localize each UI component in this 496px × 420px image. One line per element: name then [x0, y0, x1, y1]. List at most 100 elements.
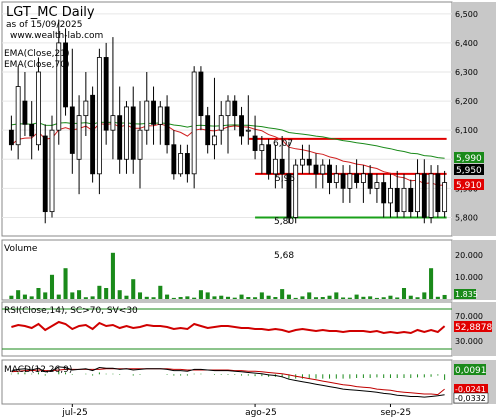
- volume-bar: [415, 297, 420, 299]
- volume-bar: [43, 292, 48, 299]
- candle-body: [415, 173, 420, 213]
- price-tick-label: 6,200: [455, 97, 478, 106]
- candle-body: [388, 187, 393, 204]
- volume-bar: [327, 295, 332, 299]
- volume-bar: [259, 292, 264, 299]
- macd-signal-tag-bg: [454, 384, 488, 394]
- volume-bar: [49, 274, 55, 299]
- ema70-tag-bg: [454, 152, 484, 163]
- candle-body: [96, 57, 102, 175]
- candle-body: [252, 135, 258, 151]
- volume-bar: [117, 290, 122, 299]
- volume-bar: [178, 297, 183, 299]
- price-tick-label: 6,500: [455, 10, 478, 19]
- volume-bar: [232, 297, 237, 299]
- volume-bar: [124, 295, 129, 299]
- volume-bar: [151, 297, 156, 299]
- price-tick-label: 5,800: [455, 213, 478, 222]
- candle-body: [272, 158, 278, 175]
- volume-bar: [225, 296, 231, 299]
- volume-last-tag-bg: [454, 289, 476, 299]
- volume-bar: [341, 297, 346, 299]
- volume-bar: [300, 296, 305, 299]
- price-tick-label: 6,300: [455, 68, 478, 77]
- candle-body: [428, 173, 434, 218]
- candle-body: [144, 100, 150, 131]
- chart-subtitle: as of 15/09/2025: [6, 20, 82, 30]
- candle-body: [313, 164, 319, 175]
- volume-bar: [280, 289, 285, 299]
- macd-line-tag-bg: [453, 392, 489, 404]
- rsi-line: [11, 320, 446, 335]
- x-tick-label: ago-25: [245, 408, 277, 418]
- candle-body: [184, 153, 190, 175]
- volume-bar: [239, 294, 244, 299]
- candle-body: [63, 42, 68, 108]
- volume-bar: [22, 294, 27, 299]
- volume-bar: [293, 297, 298, 299]
- candle-body: [69, 106, 75, 154]
- ema21-tag: 5,910: [456, 181, 482, 191]
- candle-body: [90, 94, 96, 175]
- volume-bar: [354, 294, 359, 299]
- volume-bar: [185, 296, 190, 299]
- ema21-tag-bg: [454, 179, 484, 190]
- volume-bar: [273, 297, 278, 299]
- candle-body: [151, 100, 156, 125]
- candle-body: [435, 173, 441, 213]
- candle-body: [421, 173, 427, 218]
- candle-body: [286, 173, 292, 218]
- ema70-tag: 5,990: [456, 154, 482, 164]
- candle-body: [83, 100, 89, 117]
- rsi-last-tag-bg: [454, 321, 492, 332]
- annotation-580: 5,80: [274, 217, 294, 227]
- candle-body: [56, 42, 62, 131]
- x-tick-label: jul-25: [61, 408, 87, 418]
- volume-bar: [266, 295, 271, 299]
- candle-body: [225, 100, 231, 117]
- macd-signal-tag: -0,0241: [455, 385, 486, 394]
- candle-body: [42, 135, 48, 213]
- candle-body: [130, 106, 136, 160]
- candle-body: [394, 187, 400, 213]
- candle-body: [36, 71, 41, 146]
- candle-body: [360, 173, 366, 183]
- volume-label: Volume: [4, 244, 38, 254]
- candles: [8, 19, 448, 224]
- volume-bar: [205, 292, 210, 299]
- candle-body: [157, 106, 163, 125]
- rsi-panel-frame: [1, 301, 453, 357]
- volume-bar: [137, 292, 143, 299]
- candle-body: [245, 129, 251, 132]
- candle-body: [76, 115, 82, 160]
- rsi-series: [2, 308, 452, 350]
- candle-body: [171, 144, 177, 175]
- volume-bar: [16, 290, 21, 299]
- volume-last-tag: 1.835: [455, 290, 478, 299]
- volume-bar: [36, 288, 41, 299]
- candle-body: [8, 129, 14, 146]
- x-tick-label: sep-25: [380, 408, 411, 418]
- price-tick-label: 6,400: [455, 39, 478, 48]
- candle-body: [218, 115, 224, 131]
- level-tag: 5,950: [456, 166, 482, 176]
- candle-body: [354, 173, 360, 183]
- annotation-607: 6,07: [273, 139, 293, 149]
- volume-bar: [347, 297, 352, 299]
- candle-body: [408, 187, 414, 213]
- volume-bar: [422, 292, 427, 299]
- candle-body: [198, 71, 204, 117]
- macd-hist-tag-bg: [454, 364, 486, 375]
- candle-body: [381, 182, 387, 204]
- volume-bar: [144, 296, 149, 299]
- candle-body: [49, 129, 55, 213]
- candle-body: [22, 100, 28, 125]
- candle-body: [333, 173, 339, 183]
- candle-body: [340, 173, 346, 189]
- candle-body: [266, 144, 272, 175]
- macd-panel-frame: [1, 359, 453, 405]
- candle-body: [164, 106, 170, 146]
- volume-bar: [286, 294, 291, 299]
- macd-hist-tag: 0,0091: [455, 366, 487, 376]
- volume-bar: [253, 297, 258, 299]
